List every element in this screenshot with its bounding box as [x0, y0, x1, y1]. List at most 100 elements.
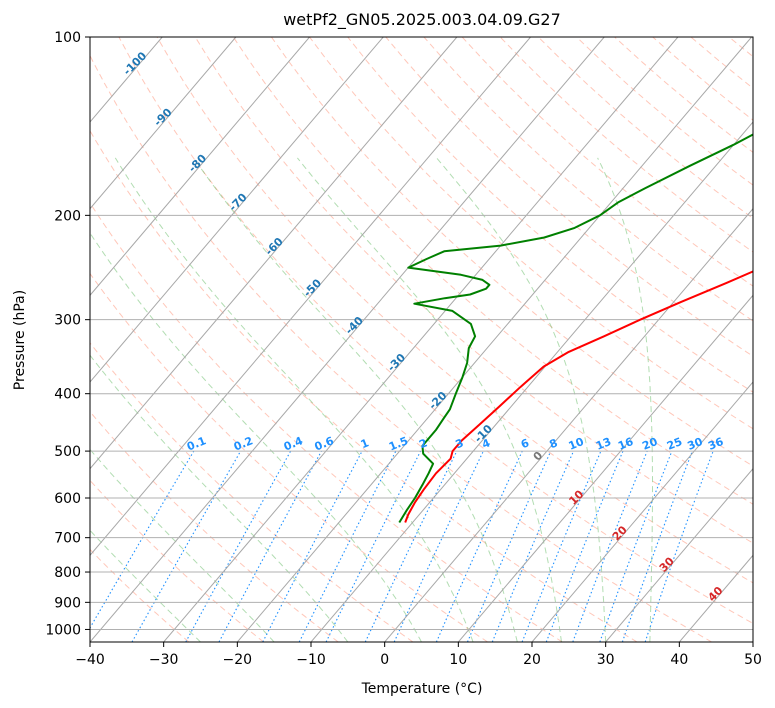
- mixing-ratio-line: [325, 450, 422, 642]
- dry-adiabats: [90, 37, 775, 642]
- isotherm-label: -50: [301, 276, 324, 299]
- isotherm-line: [90, 37, 605, 642]
- isotherm-line: [678, 554, 753, 642]
- isotherm-line: [310, 121, 753, 642]
- dry-adiabat-line: [690, 37, 753, 89]
- moist-adiabat-line: [90, 529, 201, 642]
- x-tick-label: −10: [296, 652, 326, 668]
- dewpoint-line: [398, 133, 753, 524]
- isotherm-line: [90, 37, 310, 297]
- isotherm-line: [163, 37, 679, 642]
- chart-title: wetPf2_GN05.2025.003.04.09.G27: [283, 10, 561, 30]
- x-axis: −40 −30 −20 −10 0 10 20 30 40 50: [75, 642, 762, 668]
- dry-adiabat-line: [90, 548, 190, 642]
- temperature-line: [404, 270, 753, 523]
- x-tick-label: 20: [523, 652, 541, 668]
- dry-adiabat-line: [652, 37, 753, 121]
- dry-adiabat-line: [90, 479, 264, 642]
- dry-adiabat-line: [90, 54, 712, 642]
- mixing-ratio-label: 6: [519, 436, 531, 451]
- x-tick-label: 10: [449, 652, 467, 668]
- plot-frame: [89, 36, 754, 643]
- isotherm-line: [457, 294, 753, 642]
- isotherm-line: [384, 207, 753, 642]
- moist-adiabat-line: [297, 157, 562, 642]
- line-labels: 0.1 0.2 0.4 0.6 1 1.5 2 3 4 6 8 10 13 16 20 25 30 36-100-…: [121, 49, 726, 604]
- dry-adiabat-line: [156, 37, 753, 584]
- mixing-ratio-label: 2: [417, 436, 429, 451]
- isotherm-line: [90, 37, 458, 470]
- isotherm-label: 10: [566, 487, 586, 507]
- y-tick-label: 700: [54, 531, 81, 547]
- y-tick-label: 400: [54, 387, 81, 403]
- y-tick-label: 500: [54, 444, 81, 460]
- isotherm-line: [236, 37, 752, 642]
- dry-adiabat-line: [614, 37, 753, 153]
- mixing-ratio-line: [185, 450, 292, 642]
- isotherm-line: [752, 641, 753, 642]
- y-tick-label: 1000: [45, 622, 81, 638]
- isotherm-label: -60: [263, 235, 286, 258]
- dry-adiabat-line: [90, 129, 638, 642]
- mixing-ratio-label: 1: [359, 436, 371, 451]
- isotherm-line: [90, 37, 531, 557]
- mixing-ratio-line: [599, 450, 673, 642]
- moist-adiabat-line: [90, 448, 275, 642]
- moist-adiabats: [90, 157, 653, 642]
- dry-adiabat-line: [347, 37, 753, 393]
- x-tick-label: −20: [223, 652, 253, 668]
- dry-adiabat-line: [90, 342, 414, 642]
- moist-adiabat-line: [597, 157, 653, 642]
- dry-adiabat-line: [194, 37, 753, 544]
- isotherm-label: 40: [705, 584, 725, 604]
- mixing-ratio-line: [521, 450, 602, 642]
- x-tick-label: 0: [380, 652, 389, 668]
- moist-adiabat-line: [114, 157, 474, 642]
- mixing-ratio-label: 36: [706, 435, 725, 453]
- mixing-ratio-line: [131, 450, 242, 642]
- mixing-ratio-line: [364, 450, 458, 642]
- mixing-ratio-line: [262, 450, 363, 642]
- dry-adiabat-line: [537, 37, 753, 219]
- isotherm-line: [605, 467, 753, 642]
- y-tick-label: 600: [54, 491, 81, 507]
- isotherm-label: 20: [610, 523, 630, 543]
- y-tick-label: 200: [54, 208, 81, 224]
- mixing-ratio-label: 20: [640, 435, 659, 453]
- mixing-ratio-label: 30: [686, 435, 705, 453]
- dry-adiabat-line: [499, 37, 753, 253]
- dry-adiabat-line: [309, 37, 753, 430]
- isotherm-label: -40: [343, 314, 366, 337]
- mixing-ratio-line: [435, 450, 523, 642]
- dry-adiabat-line: [270, 37, 753, 467]
- x-tick-label: −40: [75, 652, 105, 668]
- y-tick-label: 900: [54, 595, 81, 611]
- mixing-ratio-line: [298, 450, 397, 642]
- mixing-ratio-lines: [90, 450, 714, 642]
- y-axis: 1000 900 800 700 600 500 400 300 200 100: [45, 30, 90, 638]
- moist-adiabat-line: [436, 157, 607, 642]
- skewed-isotherms: [90, 37, 753, 642]
- mixing-ratio-label: 16: [616, 435, 635, 453]
- mixing-ratio-line: [621, 450, 693, 642]
- y-tick-label: 800: [54, 565, 81, 581]
- isotherm-line: [531, 381, 753, 642]
- dry-adiabat-line: [232, 37, 753, 505]
- dry-adiabat-line: [767, 37, 775, 642]
- mixing-ratio-label: 10: [567, 435, 586, 453]
- x-axis-label: Temperature (°C): [361, 681, 483, 697]
- mixing-ratio-line: [393, 450, 484, 642]
- dry-adiabat-line: [461, 37, 753, 287]
- mixing-ratio-line: [90, 450, 195, 629]
- x-tick-label: 40: [670, 652, 688, 668]
- isotherm-line: [90, 37, 237, 210]
- dry-adiabat-line: [385, 37, 753, 357]
- x-tick-label: 50: [744, 652, 762, 668]
- dry-adiabat-line: [728, 37, 753, 58]
- mixing-ratio-line: [466, 450, 552, 642]
- x-tick-label: −30: [149, 652, 179, 668]
- mixing-ratio-line: [545, 450, 624, 642]
- x-tick-label: 30: [597, 652, 615, 668]
- dry-adiabat-line: [118, 37, 753, 624]
